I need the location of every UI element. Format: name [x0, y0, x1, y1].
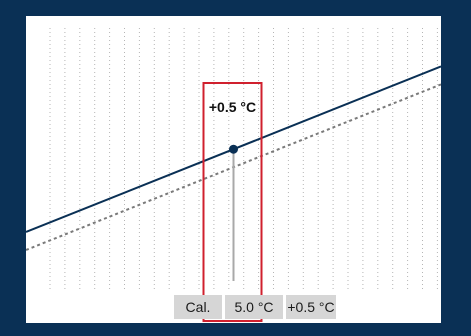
calibration-highlight-box: [202, 82, 263, 322]
chart-plot: +0.5 °C: [26, 28, 441, 322]
calibration-value-label: 5.0 °C: [225, 295, 283, 319]
grid: [49, 28, 438, 292]
calibration-offset-label: +0.5 °C: [286, 295, 336, 319]
calibration-point[interactable]: [229, 144, 238, 154]
chart-panel: +0.5 °C Cal. 5.0 °C +0.5 °C: [26, 16, 441, 323]
calibration-axis-label: Cal.: [174, 295, 222, 319]
offset-annotation: +0.5 °C: [209, 99, 256, 115]
